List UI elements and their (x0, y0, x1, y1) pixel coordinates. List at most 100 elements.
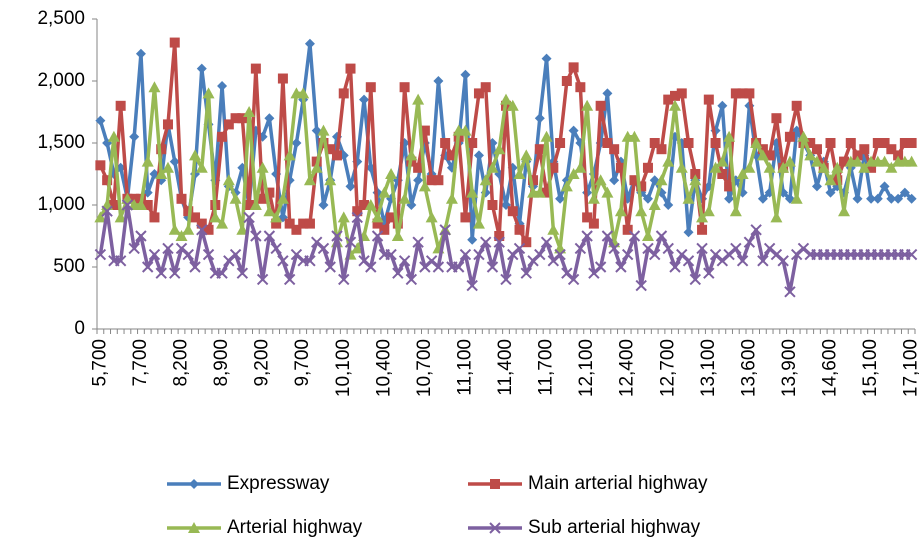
marker (696, 211, 709, 223)
marker (790, 192, 803, 204)
marker (851, 155, 864, 167)
marker (175, 230, 188, 241)
x-tick-label: 14,600 (820, 339, 841, 397)
marker (879, 138, 890, 148)
x-tick-label: 15,100 (860, 339, 881, 397)
marker (675, 161, 688, 173)
y-tick-label: 1,500 (37, 132, 85, 153)
marker (169, 37, 180, 48)
x-tick-label: 10,700 (414, 339, 435, 397)
marker (540, 130, 553, 142)
marker (196, 218, 207, 229)
marker (229, 192, 242, 204)
marker (102, 175, 113, 186)
marker (683, 138, 694, 148)
marker (264, 113, 275, 124)
marker (412, 236, 424, 248)
marker (134, 199, 147, 210)
marker (304, 255, 316, 267)
marker (905, 248, 918, 261)
marker (777, 161, 790, 173)
x-tick-label: 12,700 (657, 339, 678, 397)
marker (473, 248, 485, 261)
marker (398, 255, 411, 267)
marker (641, 230, 654, 241)
marker (129, 131, 140, 142)
marker (135, 48, 146, 59)
marker (460, 212, 471, 223)
marker (196, 63, 207, 74)
marker (899, 138, 910, 148)
marker (493, 236, 505, 248)
marker (581, 99, 594, 111)
marker (114, 255, 127, 267)
marker (669, 99, 682, 111)
marker (696, 242, 708, 255)
marker (730, 88, 741, 99)
marker (878, 155, 891, 167)
marker (656, 144, 667, 155)
marker (628, 230, 641, 242)
x-tick-label: 9,200 (252, 339, 273, 387)
marker (811, 144, 822, 155)
marker (534, 113, 545, 124)
y-tick-label: 2,500 (37, 8, 85, 29)
marker (852, 150, 863, 161)
marker (500, 273, 512, 286)
marker (352, 206, 363, 217)
marker (756, 149, 769, 161)
marker (663, 94, 674, 105)
marker (824, 174, 837, 186)
marker (446, 150, 457, 161)
marker (351, 242, 364, 254)
marker (317, 242, 330, 255)
marker (486, 161, 499, 173)
marker (628, 130, 641, 142)
marker (771, 113, 782, 124)
marker (622, 224, 633, 235)
marker (371, 211, 384, 223)
marker (413, 175, 424, 186)
marker (602, 138, 613, 148)
marker (298, 218, 309, 229)
marker (791, 100, 802, 111)
marker (216, 217, 229, 229)
marker (460, 69, 471, 80)
marker (148, 81, 161, 93)
marker (237, 113, 248, 124)
marker (682, 192, 695, 204)
legend-entry: Expressway (167, 473, 330, 494)
marker (149, 212, 160, 223)
marker (528, 175, 539, 186)
marker (729, 205, 742, 217)
series-line (98, 85, 912, 257)
marker (905, 155, 918, 167)
marker (757, 144, 768, 155)
marker (703, 267, 715, 279)
marker (94, 248, 107, 261)
marker (561, 76, 572, 86)
marker (494, 231, 505, 241)
marker (459, 124, 472, 136)
marker (405, 273, 418, 286)
marker (783, 155, 796, 167)
marker (250, 230, 262, 242)
marker (405, 149, 418, 161)
marker (479, 174, 492, 186)
marker (825, 138, 836, 148)
x-tick-label: 5,700 (89, 339, 110, 387)
marker (724, 181, 735, 192)
marker (283, 149, 296, 161)
marker (838, 205, 851, 217)
marker (521, 237, 532, 248)
marker (338, 273, 350, 286)
marker (365, 82, 376, 93)
marker (452, 261, 465, 273)
marker (203, 224, 214, 235)
marker (514, 224, 525, 235)
marker (859, 144, 870, 155)
marker (608, 242, 620, 255)
marker (372, 218, 383, 229)
x-tick-label: 11,700 (536, 339, 557, 396)
marker (425, 211, 438, 223)
